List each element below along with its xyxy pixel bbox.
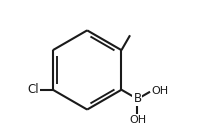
Text: OH: OH <box>129 115 146 125</box>
Text: OH: OH <box>151 86 169 96</box>
Text: B: B <box>133 93 142 105</box>
Text: Cl: Cl <box>27 83 39 96</box>
